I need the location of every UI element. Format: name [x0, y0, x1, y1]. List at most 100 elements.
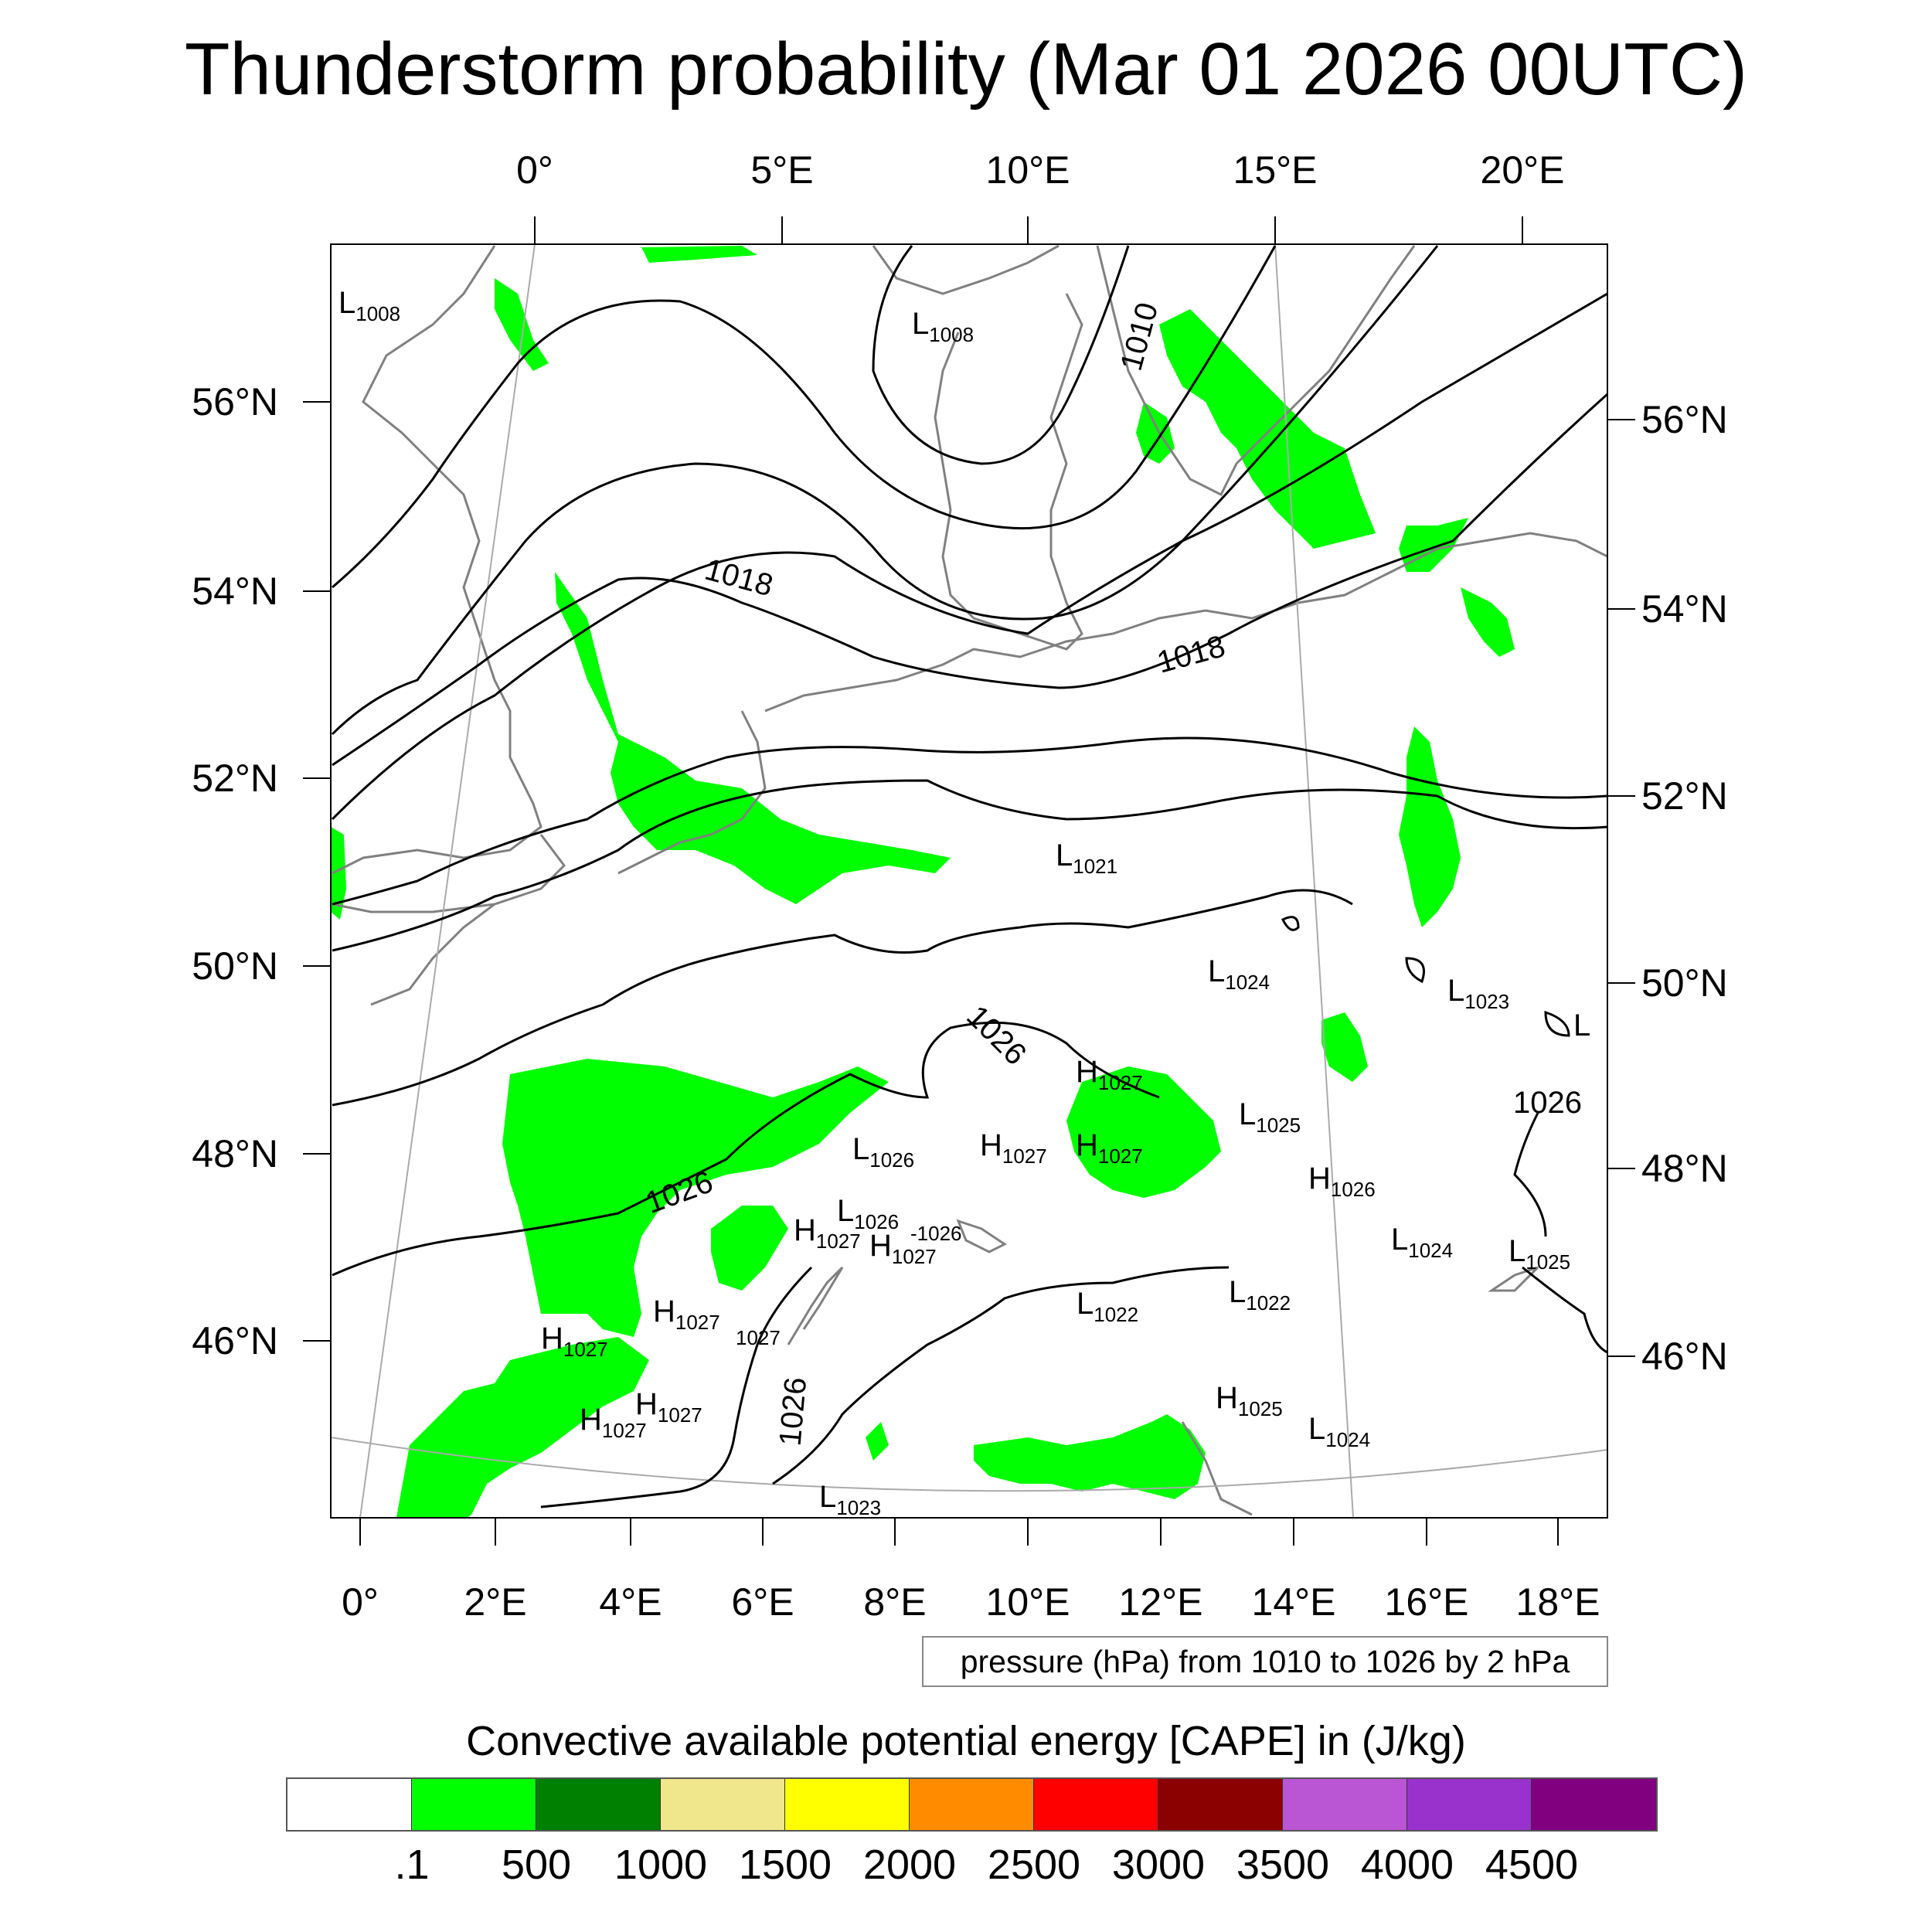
meridian-15e [1274, 244, 1354, 1518]
colorbar-label: .1 [394, 1842, 430, 1888]
lon-label-bottom: 12°E [1118, 1580, 1203, 1624]
coast-norway [872, 244, 1060, 295]
pressure-center: H1027 [980, 1128, 1047, 1168]
isobar-extra-label: -1026 [910, 1222, 962, 1245]
lat-label-left: 54°N [192, 570, 278, 613]
colorbar-box [1034, 1779, 1158, 1830]
colorbar-box [910, 1779, 1034, 1830]
isobar-1010 [872, 245, 1130, 465]
isobar-extra-label: 1027 [736, 1326, 781, 1349]
coastlines [332, 244, 1607, 1516]
parallel-45n [331, 1437, 1607, 1492]
pressure-center: H1027 [653, 1294, 720, 1334]
ticks [303, 216, 1635, 1546]
cape-area-ne-sea [641, 246, 757, 263]
pressure-center: L1025 [1509, 1234, 1570, 1274]
isobars [331, 245, 1607, 1509]
isobar-label: 1026 [774, 1376, 814, 1447]
isobar-1024-se [1522, 1266, 1607, 1354]
page-title: Thunderstorm probability (Mar 01 2026 00… [184, 28, 1748, 111]
isobar-1026-alps [772, 1266, 1230, 1485]
lat-label-left: 48°N [192, 1132, 278, 1175]
cape-area-northsea [555, 572, 951, 904]
lat-label-right: 54°N [1641, 587, 1728, 631]
pressure-center: L1024 [1391, 1223, 1453, 1262]
colorbar-box [412, 1779, 536, 1830]
graticule [331, 244, 1607, 1518]
colorbar-label: 4500 [1485, 1842, 1579, 1888]
cape-area-france [502, 1059, 889, 1337]
coast-france-west [370, 903, 495, 1006]
lon-label-bottom: 2°E [464, 1580, 527, 1624]
pressure-center: H1027 [794, 1213, 861, 1253]
pressure-center: H1027 [635, 1387, 702, 1427]
pressure-center: L1024 [1208, 954, 1270, 994]
colorbar-label: 2000 [862, 1842, 957, 1888]
cape-area-scotland [495, 278, 549, 371]
pressure-center: H1025 [1216, 1381, 1283, 1420]
colorbar-label: 3000 [1111, 1842, 1206, 1888]
lon-label-bottom: 14°E [1251, 1580, 1336, 1624]
coast-great-britain [332, 245, 543, 875]
pressure-center: L1026 [837, 1194, 899, 1233]
colorbar-label: 2500 [987, 1842, 1081, 1888]
pressure-center: H1027 [541, 1321, 608, 1361]
isobar-1018 [332, 393, 1607, 767]
isobar-1014 [331, 245, 1439, 736]
coast-sweden [1096, 245, 1416, 497]
pressure-center: L1026 [852, 1132, 914, 1172]
isobar-ellipse-1 [1281, 916, 1300, 931]
coast-netherlands [617, 710, 767, 875]
pressure-center: L1008 [338, 286, 400, 325]
isobar-1026-east [1513, 1112, 1547, 1237]
cape-area-czech [1321, 1012, 1368, 1082]
pressure-center: L1022 [1077, 1287, 1138, 1326]
isobar-1026-south [540, 1266, 813, 1509]
lon-label-bottom: 4°E [599, 1580, 662, 1624]
isobar-1022 [332, 779, 1607, 952]
border-balaton [1488, 1266, 1539, 1292]
coast-italy [787, 1266, 844, 1345]
cape-area-lithuania [1461, 587, 1515, 657]
pressure-center: H1027 [869, 1229, 937, 1268]
cape-area-massif [396, 1337, 649, 1518]
lat-label-left: 56°N [192, 380, 278, 423]
lat-label-right: 50°N [1641, 961, 1728, 1005]
isobar-1012 [332, 245, 1277, 589]
colorbar-box [287, 1779, 412, 1830]
lat-label-right: 46°N [1641, 1335, 1728, 1378]
colorbar [286, 1777, 1658, 1832]
lon-label-bottom: 18°E [1515, 1580, 1600, 1624]
border-alps-lake [956, 1219, 1007, 1253]
colorbar-box [1283, 1779, 1407, 1830]
isobar-ellipse-2 [1405, 957, 1425, 984]
lon-label-bottom: 10°E [985, 1580, 1070, 1624]
cape-area-alps [974, 1414, 1206, 1499]
pressure-center: L1023 [819, 1480, 881, 1519]
colorbar-box [661, 1779, 785, 1830]
lat-label-left: 50°N [192, 944, 278, 988]
border-adriatic [1181, 1421, 1253, 1516]
coast-germany-north [764, 532, 1607, 713]
colorbar-label: 1000 [614, 1842, 708, 1888]
cape-area-poland-west [1399, 726, 1461, 927]
lon-label-bottom: 0° [342, 1580, 379, 1624]
coast-jutland [934, 293, 1083, 651]
colorbar-box [1407, 1779, 1532, 1830]
colorbar-label: 3500 [1236, 1842, 1330, 1888]
pressure-centers: L1008 L1008 L1021 L1024 L1023 L H1027 L1… [338, 286, 1590, 1519]
isobar-1024 [332, 889, 1353, 1107]
lat-label-left: 52°N [192, 757, 278, 800]
cape-area-dk [1136, 402, 1175, 464]
lon-label-top: 15°E [1233, 148, 1318, 192]
lon-label-top: 0° [516, 148, 553, 192]
lon-label-bottom: 16°E [1384, 1580, 1469, 1624]
lon-label-bottom: 6°E [731, 1580, 794, 1624]
colorbar-label: 4000 [1360, 1842, 1454, 1888]
lon-label-top: 5°E [750, 148, 814, 192]
colorbar-box [536, 1779, 661, 1830]
lat-label-right: 48°N [1641, 1147, 1728, 1190]
pressure-center: L1022 [1229, 1275, 1291, 1315]
lon-label-top: 10°E [985, 148, 1070, 192]
